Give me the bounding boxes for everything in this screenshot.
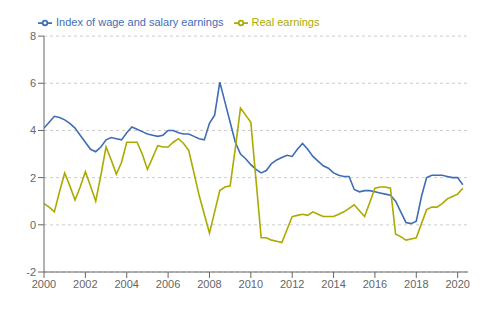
svg-text:2016: 2016 — [363, 278, 387, 290]
svg-text:2004: 2004 — [114, 278, 138, 290]
svg-text:2020: 2020 — [445, 278, 469, 290]
html-text:Real earnings: Real earnings — [251, 16, 320, 28]
svg-text:8: 8 — [30, 30, 36, 42]
svg-text:2002: 2002 — [73, 278, 97, 290]
svg-text:2008: 2008 — [197, 278, 221, 290]
svg-text:2012: 2012 — [280, 278, 304, 290]
svg-text:2018: 2018 — [404, 278, 428, 290]
svg-text:6: 6 — [30, 77, 36, 89]
svg-text:4: 4 — [30, 124, 36, 136]
svg-text:2006: 2006 — [156, 278, 180, 290]
svg-text:2: 2 — [30, 172, 36, 184]
svg-text:2000: 2000 — [32, 278, 56, 290]
html-text:Index of wage and salary earni: Index of wage and salary earnings — [56, 16, 224, 28]
svg-text:0: 0 — [30, 219, 36, 231]
svg-text:2014: 2014 — [321, 278, 345, 290]
svg-text:2010: 2010 — [239, 278, 263, 290]
svg-text:-2: -2 — [26, 266, 36, 278]
